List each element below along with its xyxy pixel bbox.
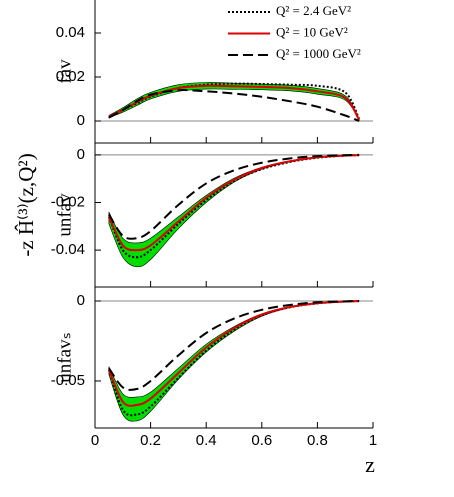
series-line [107, 300, 360, 407]
panel: 0 -0.05 0 0.2 0.4 0.6 0.8 1 unfavₛ z [51, 287, 377, 477]
y-tick-label: 0.04 [56, 24, 85, 41]
y-tick-label: 0 [77, 146, 85, 163]
x-tick-label: 1 [369, 432, 377, 449]
panel-label: unfav [54, 193, 75, 237]
series-line [108, 89, 360, 122]
legend-label: Q² = 1000 GeV² [276, 46, 361, 61]
y-tick-label: 0 [77, 292, 85, 309]
y-tick-label: -0.04 [51, 241, 85, 258]
uncertainty-band [108, 154, 360, 268]
panel-label: unfavₛ [54, 332, 75, 382]
panel-label: fav [54, 59, 75, 84]
panel: 0 0.02 0.04 fav Q² = 2.4 GeV² Q² = 10 GeV² Q² … [54, 0, 374, 144]
series-line [107, 300, 360, 417]
x-tick-label: 0 [91, 432, 99, 449]
y-tick-label: -0.02 [51, 193, 85, 210]
series-line [107, 154, 360, 259]
x-tick-label: 0.6 [251, 432, 272, 449]
y-tick-label: 0 [77, 112, 85, 129]
x-tick-label: 0.2 [140, 432, 161, 449]
series-line [108, 299, 360, 391]
x-tick-label: 0.8 [307, 432, 328, 449]
legend-label: Q² = 2.4 GeV² [276, 3, 351, 18]
series-line [108, 153, 360, 240]
series-line [107, 154, 360, 252]
uncertainty-band [108, 82, 360, 122]
y-axis-label: -z Ĥ⁽³⁾(z,Q²) [14, 153, 38, 256]
legend-label: Q² = 10 GeV² [276, 24, 348, 39]
x-tick-label: 0.4 [196, 432, 217, 449]
y-tick-label: 0.02 [56, 68, 85, 85]
y-tick-label: -0.05 [51, 372, 85, 389]
x-axis-label: z [365, 452, 375, 477]
panel: 0 -0.02 -0.04 unfav -z Ĥ⁽³⁾(z,Q²) [14, 143, 374, 288]
